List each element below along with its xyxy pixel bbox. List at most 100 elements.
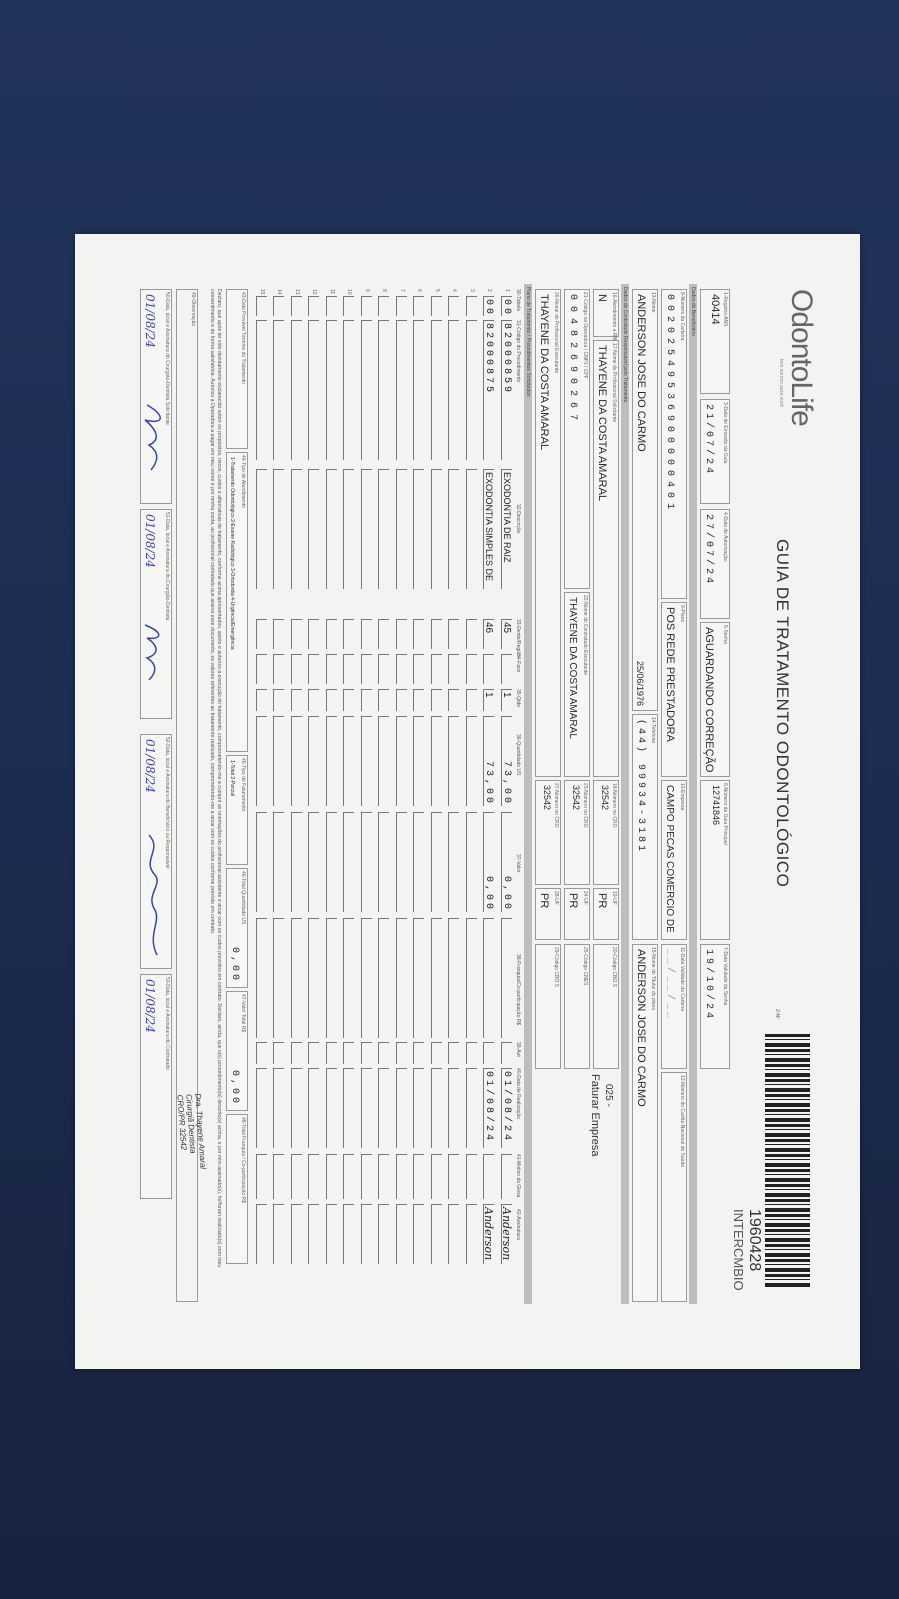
cell-assinatura[interactable] (291, 1204, 302, 1264)
cell-face[interactable] (273, 654, 285, 684)
cell-codigo[interactable] (378, 320, 390, 460)
cell-aut[interactable] (431, 1042, 442, 1064)
field-titular[interactable]: 15-Nome do Titular do plano ANDERSON JOSE… (632, 944, 658, 1302)
cell-aut[interactable] (396, 1042, 407, 1064)
cell-descricao[interactable] (291, 469, 302, 589)
cell-dente[interactable] (378, 619, 390, 649)
cell-glosa[interactable] (291, 1154, 302, 1199)
cell-dente[interactable] (343, 619, 355, 649)
field-uf-executante[interactable]: 28-UF PR (535, 888, 561, 940)
cell-face[interactable] (396, 654, 407, 684)
cell-valor[interactable] (273, 812, 285, 912)
field-data-autorizacao[interactable]: 4-Data de Autorização 27/07/24 (700, 509, 730, 619)
cell-aut[interactable] (361, 1042, 372, 1064)
cell-aut[interactable] (273, 1042, 285, 1064)
cell-aut[interactable] (466, 1042, 477, 1064)
cell-us[interactable] (291, 716, 302, 806)
cell-tabela[interactable]: 00 (501, 296, 512, 317)
cell-dente[interactable]: 46 (483, 619, 495, 649)
cell-codigo[interactable] (273, 320, 285, 460)
cell-codigo[interactable] (256, 320, 267, 460)
cell-assinatura[interactable] (343, 1204, 355, 1264)
cell-codigo[interactable] (448, 320, 460, 460)
field-executante[interactable]: 26-Nome do Profissional Executante THAYEN… (535, 289, 561, 777)
cell-codigo[interactable] (466, 320, 477, 460)
cell-aut[interactable] (413, 1042, 425, 1064)
field-termino-tratamento[interactable]: 43-Data Provável Término do Tratamento (226, 289, 248, 449)
cell-aut[interactable] (326, 1042, 337, 1064)
cell-descricao[interactable] (448, 469, 460, 589)
cell-data[interactable] (326, 1068, 337, 1148)
cell-valor[interactable] (291, 812, 302, 912)
cell-franquia[interactable] (413, 918, 425, 1038)
cell-valor[interactable] (326, 812, 337, 912)
cell-dente[interactable] (448, 619, 460, 649)
field-senha[interactable]: 5-Senha AGUARDANDO CORREÇÃO (700, 622, 730, 777)
cell-valor[interactable] (431, 812, 442, 912)
cell-codigo[interactable] (361, 320, 372, 460)
cell-face[interactable] (448, 654, 460, 684)
cell-glosa[interactable] (326, 1154, 337, 1199)
cell-data[interactable] (396, 1068, 407, 1148)
cell-glosa[interactable] (361, 1154, 372, 1199)
cell-data[interactable] (291, 1068, 302, 1148)
cell-franquia[interactable] (431, 918, 442, 1038)
cell-data[interactable] (361, 1068, 372, 1148)
cell-glosa[interactable] (273, 1154, 285, 1199)
cell-assinatura[interactable]: Anderson (500, 1204, 513, 1264)
cell-franquia[interactable] (291, 918, 302, 1038)
cell-aut[interactable] (378, 1042, 390, 1064)
cell-aut[interactable] (343, 1042, 355, 1064)
cell-tabela[interactable] (256, 296, 267, 316)
cell-valor[interactable] (378, 812, 390, 912)
cell-franquia[interactable] (361, 918, 372, 1038)
cell-glosa[interactable] (396, 1154, 407, 1199)
cell-franquia[interactable] (396, 918, 407, 1038)
cell-valor[interactable] (256, 812, 267, 912)
field-validade-carteira[interactable]: 11-Data Validade da Carteira __/__/__ (661, 944, 687, 1069)
cell-tabela[interactable]: 00 (483, 296, 495, 317)
field-contratado[interactable]: 22-Nome do Contratado Executante THAYENE … (564, 592, 590, 777)
cell-us[interactable] (273, 716, 285, 806)
cell-qtde[interactable] (273, 689, 285, 711)
cell-franquia[interactable] (308, 918, 320, 1038)
cell-us[interactable] (308, 716, 320, 806)
cell-qtde[interactable]: 1 (483, 689, 495, 711)
cell-face[interactable] (431, 654, 442, 684)
cell-data[interactable] (466, 1068, 477, 1148)
cell-dente[interactable]: 45 (501, 619, 512, 649)
cell-face[interactable] (501, 654, 512, 684)
cell-us[interactable]: 73,00 (501, 716, 512, 806)
field-cro-contratado[interactable]: 23-Número no CRO 32542 (564, 780, 590, 885)
cell-descricao[interactable] (256, 469, 267, 589)
cell-assinatura[interactable] (413, 1204, 425, 1264)
cell-valor[interactable] (413, 812, 425, 912)
cell-franquia[interactable] (466, 918, 477, 1038)
cell-qtde[interactable] (308, 689, 320, 711)
cell-glosa[interactable] (448, 1154, 460, 1199)
cell-valor[interactable] (396, 812, 407, 912)
cell-descricao[interactable] (431, 469, 442, 589)
cell-dente[interactable] (361, 619, 372, 649)
cell-glosa[interactable] (308, 1154, 320, 1199)
cell-aut[interactable] (483, 1042, 495, 1064)
cell-dente[interactable] (466, 619, 477, 649)
cell-descricao[interactable] (396, 469, 407, 589)
cell-qtde[interactable] (343, 689, 355, 711)
cell-data[interactable] (343, 1068, 355, 1148)
cell-assinatura[interactable] (378, 1204, 390, 1264)
cell-assinatura[interactable] (396, 1204, 407, 1264)
cell-glosa[interactable] (378, 1154, 390, 1199)
field-valor-total[interactable]: 47-Valor Total R$ 0,00 (226, 991, 248, 1111)
field-tipo-faturamento[interactable]: 45-Tipo de Faturamento 1-Total 2-Parcial (226, 755, 248, 865)
cell-us[interactable] (448, 716, 460, 806)
cell-aut[interactable] (256, 1042, 267, 1064)
cell-dente[interactable] (308, 619, 320, 649)
signature-box-cirurgiao[interactable]: 51-Data, local e Assinatura do Cirurgião… (140, 509, 172, 719)
cell-data[interactable] (431, 1068, 442, 1148)
cell-dente[interactable] (326, 619, 337, 649)
cell-us[interactable] (413, 716, 425, 806)
cell-glosa[interactable] (431, 1154, 442, 1199)
cell-assinatura[interactable] (273, 1204, 285, 1264)
cell-data[interactable]: 01/08/24 (483, 1068, 495, 1148)
